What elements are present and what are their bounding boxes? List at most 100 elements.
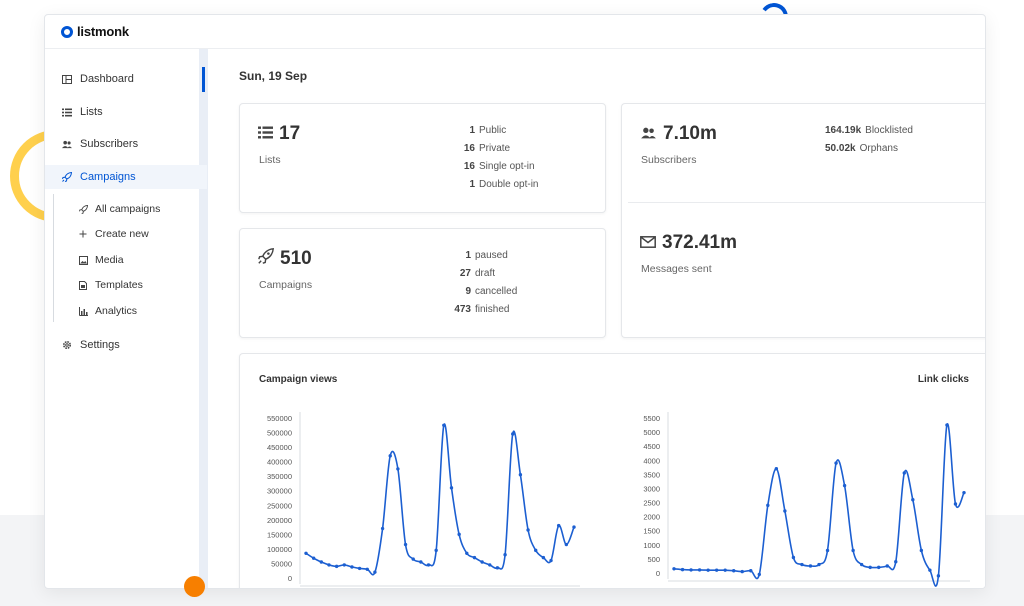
stat-label: Blocklisted <box>865 125 913 136</box>
sidebar-item-settings[interactable]: Settings <box>45 333 207 357</box>
y-tick-label: 500 <box>647 555 660 564</box>
campaigns-label: Campaigns <box>259 279 313 291</box>
y-tick-label: 2000 <box>643 513 660 522</box>
logo[interactable]: listmonk <box>61 24 129 39</box>
stat-row[interactable]: 473 finished <box>443 301 517 319</box>
stat-row[interactable]: 16 Single opt-in <box>447 158 538 176</box>
data-point <box>953 502 958 506</box>
users-icon <box>62 139 72 149</box>
gear-icon <box>62 340 72 350</box>
lists-count: 17 <box>258 123 300 145</box>
submenu-item-all-campaigns[interactable]: All campaigns <box>78 199 160 219</box>
y-tick-label: 100000 <box>267 545 292 554</box>
stat-number: 27 <box>459 268 471 279</box>
data-point <box>327 563 331 567</box>
submenu-item-analytics[interactable]: Analytics <box>78 301 137 321</box>
messages-count-value: 372.41m <box>662 232 738 253</box>
data-point <box>740 569 744 574</box>
lists-label: Lists <box>259 154 281 166</box>
stat-row[interactable]: 164.19k Blocklisted <box>825 122 913 140</box>
data-point <box>419 560 423 564</box>
stat-row[interactable]: 16 Private <box>447 140 538 158</box>
stat-row[interactable]: 9 cancelled <box>443 283 517 301</box>
data-point <box>706 568 710 572</box>
data-point <box>334 564 339 569</box>
main-content: Sun, 19 Sep 17 Lists 1 Public 16 Private 1… <box>218 49 985 588</box>
stat-label: Single opt-in <box>479 161 535 172</box>
stat-number: 164.19k <box>825 125 862 136</box>
data-point <box>902 471 906 475</box>
data-point <box>549 558 553 563</box>
y-tick-label: 550000 <box>267 414 292 423</box>
rocket-icon <box>78 204 88 214</box>
scrollbar-thumb[interactable] <box>202 67 205 92</box>
data-point <box>936 574 941 578</box>
subscribers-label: Subscribers <box>641 154 697 166</box>
data-point <box>842 483 847 488</box>
messages-label: Messages sent <box>641 263 712 275</box>
lists-breakdown: 1 Public 16 Private 16 Single opt-in 1 Doubl… <box>447 122 539 194</box>
series-line <box>673 423 965 587</box>
stat-number: 16 <box>463 143 475 154</box>
y-tick-label: 350000 <box>267 472 292 481</box>
data-point <box>808 564 813 568</box>
data-point <box>488 563 492 567</box>
data-point <box>732 569 736 573</box>
data-point <box>449 486 454 490</box>
sidebar-item-dashboard[interactable]: Dashboard <box>45 67 207 91</box>
stat-row[interactable]: 1 paused <box>443 247 517 265</box>
y-tick-label: 0 <box>656 569 660 578</box>
data-point <box>503 553 507 557</box>
y-tick-label: 0 <box>288 574 292 583</box>
sidebar-scrollbar[interactable] <box>199 49 208 588</box>
sidebar-item-campaigns[interactable]: Campaigns <box>45 165 207 189</box>
data-point <box>928 568 932 572</box>
data-point <box>342 563 346 567</box>
rocket-icon <box>258 248 274 270</box>
stat-row[interactable]: 1 Double opt-in <box>447 176 538 194</box>
y-tick-label: 500000 <box>267 429 292 438</box>
submenu-item-media[interactable]: Media <box>78 250 124 270</box>
subscribers-breakdown: 164.19k Blocklisted 50.02k Orphans <box>825 122 913 158</box>
stat-row[interactable]: 27 draft <box>443 265 517 283</box>
data-point <box>350 565 354 569</box>
data-point <box>511 432 515 436</box>
y-tick-label: 1000 <box>643 541 660 550</box>
chart-title-views: Campaign views <box>259 374 338 385</box>
submenu-guide-line <box>53 194 54 322</box>
data-point <box>426 563 431 567</box>
y-tick-label: 4000 <box>643 456 660 465</box>
data-point <box>885 564 889 568</box>
data-point <box>911 498 915 502</box>
y-tick-label: 5500 <box>643 414 660 423</box>
bar-chart-icon <box>78 306 88 316</box>
data-point <box>541 555 546 560</box>
sidebar-item-subscribers[interactable]: Subscribers <box>45 132 207 156</box>
data-point <box>319 560 324 564</box>
submenu-item-templates[interactable]: Templates <box>78 275 143 295</box>
stat-label: draft <box>475 268 496 279</box>
submenu-item-create-new[interactable]: Create new <box>78 224 149 244</box>
data-point <box>859 562 864 567</box>
data-point <box>714 568 719 572</box>
stat-label: Orphans <box>859 143 898 154</box>
stat-number: 9 <box>465 286 471 297</box>
submenu-item-label: All campaigns <box>95 203 161 215</box>
sidebar-item-lists[interactable]: Lists <box>45 100 207 124</box>
data-point <box>680 567 685 572</box>
sidebar-item-label: Settings <box>80 339 120 351</box>
subscribers-count-value: 7.10m <box>663 123 717 144</box>
sidebar: Dashboard Lists Subscribers Campaigns Al… <box>45 49 208 588</box>
data-point <box>791 555 796 560</box>
data-point <box>851 548 855 553</box>
stat-row[interactable]: 50.02k Orphans <box>825 140 913 158</box>
data-point <box>388 454 392 458</box>
data-point <box>465 551 469 555</box>
stat-number: 473 <box>454 304 471 315</box>
data-point <box>365 567 369 571</box>
data-point <box>783 509 787 513</box>
data-point <box>945 423 949 427</box>
stat-row[interactable]: 1 Public <box>447 122 538 140</box>
data-point <box>434 548 438 553</box>
list-icon <box>62 107 72 117</box>
